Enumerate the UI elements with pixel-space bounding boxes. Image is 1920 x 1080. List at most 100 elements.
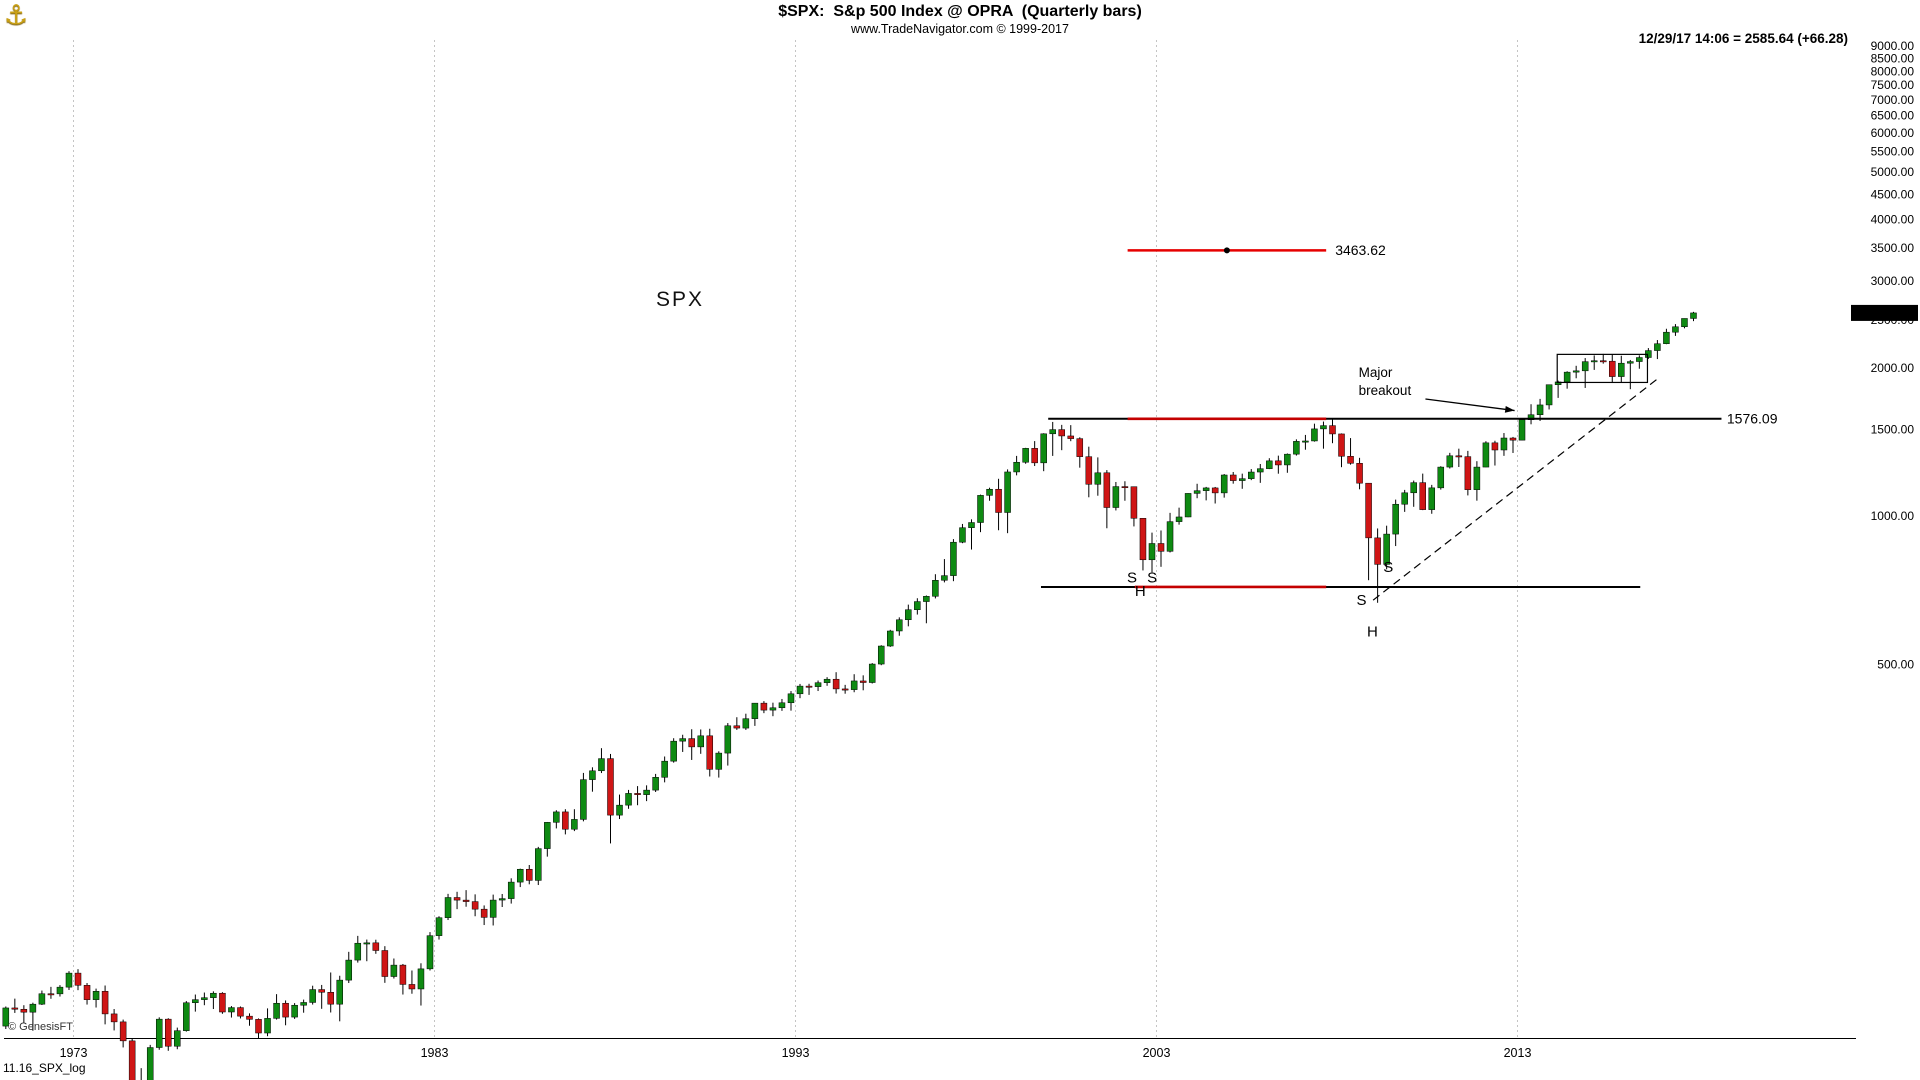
candle-up	[1311, 428, 1318, 442]
candle-up	[1238, 478, 1246, 481]
projection-price-label: 3463.62	[1335, 242, 1386, 258]
candle-down	[1058, 429, 1065, 437]
y-axis-price-label: 3500.00	[1871, 241, 1915, 255]
candle-up	[390, 964, 398, 977]
candle-up	[1112, 486, 1120, 508]
candle-up	[1248, 471, 1255, 479]
candle-up	[1392, 503, 1399, 535]
candle-up	[1663, 331, 1670, 344]
candle-down	[1338, 433, 1345, 457]
candle-up	[1428, 487, 1436, 510]
projection-dot	[1223, 247, 1230, 254]
candle-down	[101, 991, 109, 1015]
candle-up	[1284, 453, 1291, 466]
candle-up	[1401, 492, 1408, 505]
candle-up	[887, 630, 894, 647]
candle-up	[950, 541, 957, 576]
candle-down	[832, 678, 840, 690]
x-axis-year-label: 2003	[1143, 1046, 1171, 1060]
pattern-label-h: H	[1135, 583, 1146, 600]
dashed-trendline[interactable]	[1372, 377, 1659, 601]
pattern-label-s: S	[1127, 570, 1137, 587]
candle-up	[1257, 468, 1264, 473]
chart-title: $SPX: S&p 500 Index @ OPRA (Quarterly ba…	[778, 3, 1142, 20]
x-axis-year-label: 2013	[1504, 1046, 1532, 1060]
candle-down	[760, 702, 768, 711]
pattern-label-s: S	[1383, 559, 1393, 576]
candle-up	[1618, 362, 1625, 377]
candle-up	[1581, 361, 1589, 372]
candle-up	[426, 935, 434, 970]
candle-up	[923, 596, 930, 602]
candle-up	[877, 645, 885, 665]
candle-down	[995, 488, 1002, 513]
candle-up	[444, 897, 452, 918]
candle-up	[273, 1002, 280, 1019]
chart-filename-label: 11.16_SPX_log	[3, 1061, 86, 1075]
candle-up	[598, 758, 605, 772]
candle-up	[435, 917, 443, 936]
candle-down	[526, 868, 533, 881]
candle-up	[192, 999, 199, 1004]
candle-down	[1599, 360, 1607, 363]
candle-down	[128, 1040, 136, 1080]
candle-up	[507, 881, 515, 899]
candle-up	[769, 707, 777, 711]
consolidation-box[interactable]	[1556, 353, 1649, 384]
symbol-watermark: SPX	[656, 288, 705, 311]
breakout-arrow-line	[1425, 398, 1515, 412]
candle-down	[381, 950, 389, 977]
candle-up	[1536, 404, 1544, 415]
candle-up	[1446, 455, 1454, 468]
candle-down	[255, 1019, 262, 1034]
candle-down	[733, 725, 741, 729]
y-axis-price-label: 5500.00	[1871, 144, 1915, 158]
chart-source-link[interactable]: www.TradeNavigator.com © 1999-2017	[851, 22, 1069, 36]
candle-up	[823, 678, 831, 683]
candle-down	[1464, 456, 1472, 490]
candle-up	[535, 848, 542, 881]
x-axis-scale[interactable]	[0, 1040, 1856, 1070]
candle-up	[1094, 472, 1102, 485]
candle-up	[679, 738, 686, 742]
candle-up	[1293, 441, 1300, 455]
y-axis-price-label: 3000.00	[1871, 274, 1915, 288]
candle-down	[1211, 487, 1219, 494]
y-axis-scale[interactable]	[1856, 30, 1920, 1040]
candle-up	[778, 702, 786, 709]
candle-up	[1320, 425, 1327, 430]
candle-up	[850, 680, 858, 690]
candle-up	[868, 663, 876, 683]
candle-up	[300, 1002, 307, 1006]
candle-up	[751, 702, 759, 719]
candle-down	[408, 984, 416, 990]
candle-down	[1455, 455, 1463, 458]
candle-up	[1545, 384, 1553, 406]
y-axis-price-label: 8000.00	[1871, 64, 1915, 78]
candle-down	[399, 964, 407, 985]
candle-up	[1004, 471, 1011, 513]
candle-up	[336, 979, 343, 1005]
candle-up	[363, 942, 371, 945]
candle-down	[1031, 448, 1038, 464]
candle-down	[859, 680, 867, 683]
candle-down	[1609, 360, 1616, 377]
y-axis-price-label: 4000.00	[1871, 213, 1915, 227]
candle-down	[237, 1007, 244, 1017]
candle-down	[462, 899, 470, 902]
app-logo-icon[interactable]: ⚓	[4, 0, 29, 30]
candle-up	[1482, 442, 1490, 468]
candle-up	[1148, 543, 1156, 561]
candle-up	[941, 575, 948, 581]
candle-down	[119, 1021, 127, 1042]
candle-up	[652, 777, 659, 791]
candle-up	[1383, 533, 1390, 565]
candle-up	[1022, 448, 1029, 463]
candle-down	[165, 1018, 172, 1047]
candle-up	[309, 989, 316, 1003]
candle-down	[562, 811, 569, 830]
candle-up	[715, 752, 723, 770]
candle-up	[1193, 490, 1201, 494]
candle-up	[183, 1002, 190, 1031]
